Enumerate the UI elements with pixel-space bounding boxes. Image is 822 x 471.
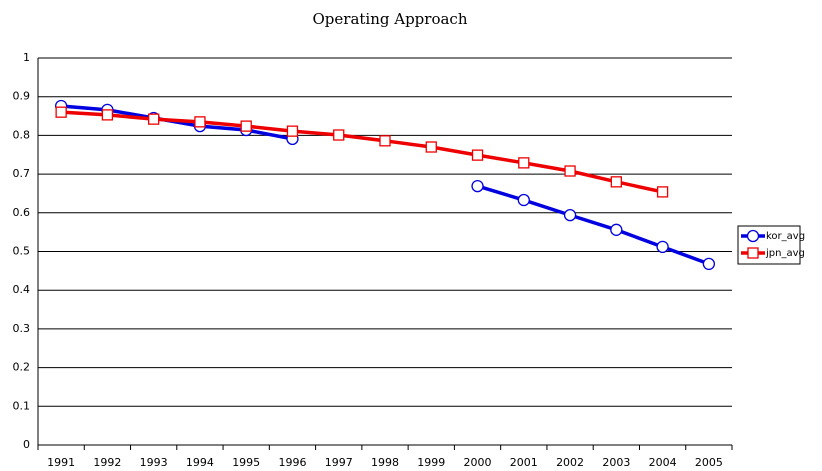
point bbox=[610, 223, 623, 236]
y-tick-label: 0.5 bbox=[13, 245, 31, 258]
y-tick-label: 0.3 bbox=[13, 322, 31, 335]
legend-marker bbox=[746, 229, 760, 243]
series-line bbox=[61, 110, 663, 194]
y-tick-label: 0.6 bbox=[13, 206, 31, 219]
y-tick-label: 0.9 bbox=[13, 90, 31, 103]
x-tick-label: 1997 bbox=[325, 456, 353, 469]
y-tick-label: 1 bbox=[23, 51, 30, 64]
legend-label: kor_avg bbox=[766, 231, 805, 242]
legend-marker bbox=[747, 247, 759, 259]
point bbox=[517, 193, 530, 207]
x-tick-label: 1991 bbox=[47, 456, 75, 469]
x-tick-label: 1999 bbox=[417, 456, 445, 469]
point bbox=[471, 149, 484, 161]
x-tick-label: 1996 bbox=[278, 456, 306, 469]
x-tick-label: 2001 bbox=[510, 456, 538, 469]
point bbox=[656, 186, 669, 198]
y-tick-label: 0.8 bbox=[13, 128, 31, 141]
x-tick-label: 2000 bbox=[464, 456, 492, 469]
point bbox=[425, 141, 437, 153]
x-tick-label: 1994 bbox=[186, 456, 214, 469]
point bbox=[286, 125, 299, 137]
x-tick-label: 1998 bbox=[371, 456, 399, 469]
point bbox=[240, 120, 252, 132]
point bbox=[471, 179, 484, 193]
legend-label: jpn_avg bbox=[765, 248, 805, 259]
x-tick-label: 2002 bbox=[556, 456, 584, 469]
point bbox=[610, 176, 622, 188]
x-tick-label: 2003 bbox=[602, 456, 630, 469]
x-tick-label: 1993 bbox=[140, 456, 168, 469]
y-tick-label: 0 bbox=[23, 438, 30, 451]
y-tick-label: 0.7 bbox=[13, 167, 31, 180]
point bbox=[379, 135, 391, 147]
x-tick-label: 2004 bbox=[649, 456, 677, 469]
point bbox=[194, 116, 206, 128]
chart-title: Operating Approach bbox=[313, 10, 468, 28]
point bbox=[101, 109, 114, 121]
point bbox=[563, 208, 577, 222]
x-tick-label: 1995 bbox=[232, 456, 260, 469]
point bbox=[702, 257, 716, 271]
point bbox=[55, 106, 67, 118]
point bbox=[564, 165, 576, 177]
point bbox=[148, 113, 160, 125]
y-tick-label: 0.1 bbox=[13, 399, 31, 412]
x-tick-label: 2005 bbox=[695, 456, 723, 469]
point bbox=[518, 157, 530, 169]
y-tick-label: 0.2 bbox=[13, 361, 31, 374]
point bbox=[656, 240, 669, 254]
point bbox=[333, 129, 345, 141]
x-tick-label: 1992 bbox=[93, 456, 121, 469]
y-tick-label: 0.4 bbox=[13, 283, 31, 296]
